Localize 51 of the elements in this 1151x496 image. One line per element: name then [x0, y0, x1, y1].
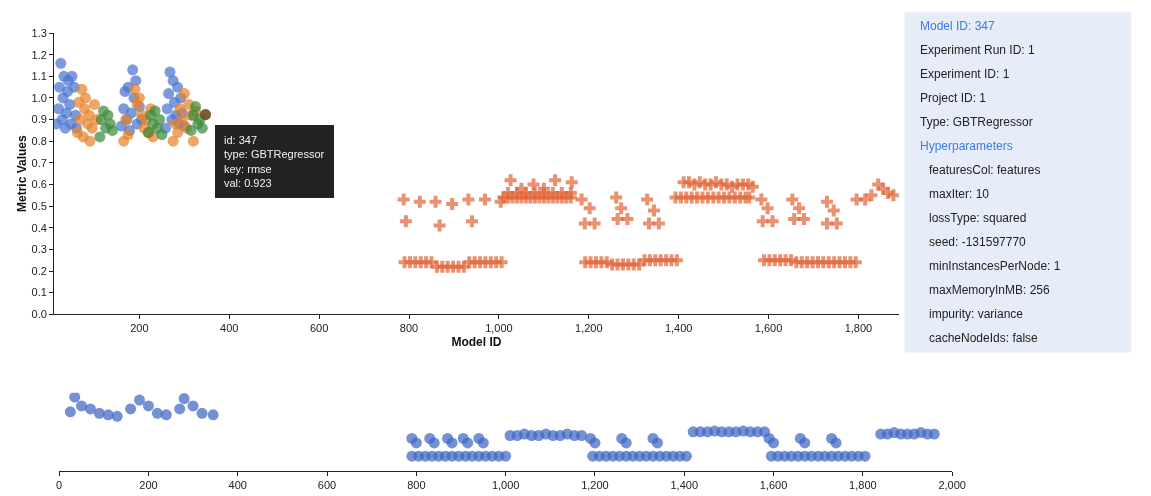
text: Experiment Run ID: 1 — [920, 43, 1036, 57]
text: Hyperparameters — [920, 139, 1013, 153]
text: cacheNodeIds: false — [929, 331, 1039, 345]
y-tick-label: 0.0 — [31, 308, 47, 321]
x-tick-label: 1,400 — [670, 479, 699, 492]
x-tick-label: 600 — [317, 479, 337, 492]
x-tick-label: 1,200 — [575, 322, 603, 335]
text: maxIter: 10 — [929, 187, 990, 201]
y-tick-label: 1.2 — [31, 48, 47, 61]
x-tick-label: 1,800 — [849, 479, 877, 492]
text: Project ID: 1 — [920, 91, 987, 105]
x-tick-label: 800 — [399, 322, 419, 335]
text: maxMemoryInMB: 256 — [929, 283, 1051, 297]
y-tick-label: 0.1 — [31, 286, 47, 299]
text: Experiment ID: 1 — [920, 67, 1010, 81]
x-tick-label: 1,800 — [844, 322, 873, 335]
y-tick-label: 0.5 — [31, 199, 47, 212]
x-axis-title: Model ID — [451, 335, 502, 350]
text: impurity: variance — [929, 307, 1024, 321]
y-tick-label: 0.4 — [31, 221, 47, 234]
x-tick-label: 0 — [56, 479, 63, 492]
text: minInstancesPerNode: 1 — [929, 259, 1061, 273]
text: Type: GBTRegressor — [920, 115, 1033, 129]
y-tick-label: 0.6 — [31, 178, 47, 191]
y-tick-label: 0.9 — [31, 113, 47, 126]
x-tick-label: 600 — [309, 322, 329, 335]
y-tick-label: 0.2 — [31, 264, 47, 277]
annotation: id: 347 type: GBTRegressor key: rmse val: 0.923 — [224, 134, 325, 189]
x-tick-label: 800 — [407, 479, 426, 492]
text: seed: -131597770 — [929, 235, 1027, 249]
y-tick-label: 0.3 — [31, 243, 47, 256]
x-tick-label: 400 — [228, 479, 247, 492]
x-tick-label: 1,200 — [581, 479, 609, 492]
x-tick-label: 1,400 — [664, 322, 693, 335]
x-tick-label: 1,600 — [754, 322, 783, 335]
x-tick-label: 1,600 — [759, 479, 788, 492]
text: lossType: squared — [929, 211, 1027, 225]
y-axis-title: Metric Values — [14, 134, 29, 213]
x-tick-label: 200 — [130, 322, 149, 335]
text: featuresCol: features — [929, 163, 1041, 177]
x-tick-label: 1,000 — [485, 322, 513, 335]
x-tick-label: 400 — [220, 322, 239, 335]
y-tick-label: 1.0 — [31, 91, 47, 104]
y-tick-label: 1.1 — [31, 70, 47, 83]
x-tick-label: 1,000 — [491, 479, 520, 492]
y-tick-label: 1.3 — [31, 26, 47, 39]
text: Model ID: 347 — [920, 19, 996, 33]
x-tick-label: 200 — [139, 479, 158, 492]
y-tick-label: 0.7 — [31, 156, 47, 169]
x-tick-label: 2,000 — [938, 479, 966, 492]
y-tick-label: 0.8 — [31, 135, 47, 148]
